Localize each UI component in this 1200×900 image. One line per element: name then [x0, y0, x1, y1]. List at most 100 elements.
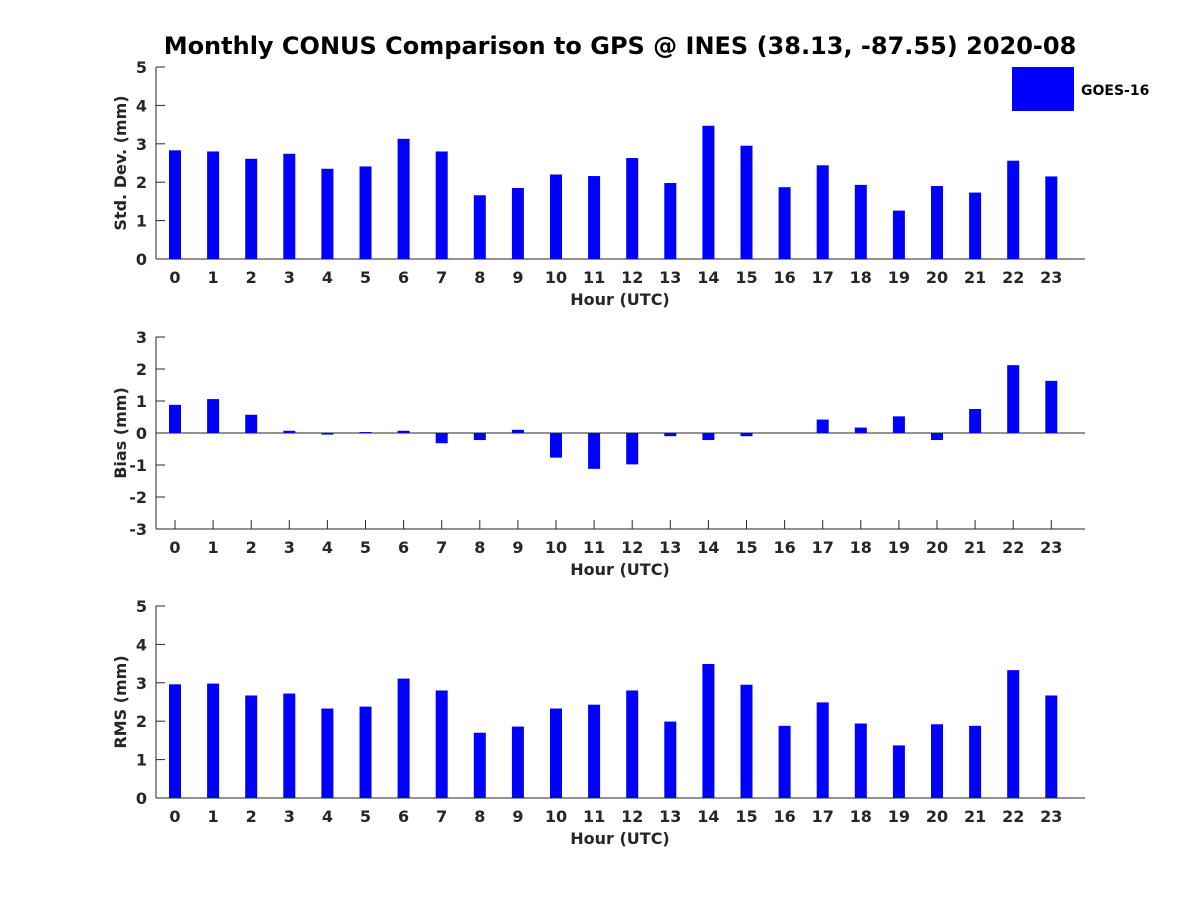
- x-tick-label: 11: [583, 268, 605, 287]
- bar: [283, 430, 296, 433]
- bar: [169, 404, 181, 433]
- y-tick-label: 1: [136, 751, 147, 770]
- x-tick-label: 7: [436, 807, 447, 826]
- bar: [359, 706, 372, 798]
- x-tick-label: 20: [926, 807, 948, 826]
- y-tick-label: -3: [129, 520, 147, 539]
- bar: [397, 678, 410, 798]
- bar: [816, 702, 829, 798]
- x-tick-label: 22: [1002, 538, 1024, 557]
- x-tick-label: 16: [773, 538, 795, 557]
- x-tick-label: 1: [208, 538, 219, 557]
- y-tick-label: 1: [136, 212, 147, 231]
- x-tick-label: 14: [697, 538, 719, 557]
- x-tick-label: 20: [926, 538, 948, 557]
- x-tick-label: 13: [659, 538, 681, 557]
- bar: [283, 693, 296, 798]
- x-axis-label: Hour (UTC): [570, 829, 670, 848]
- x-tick-label: 15: [735, 268, 757, 287]
- bar: [778, 187, 791, 259]
- chart-title: Monthly CONUS Comparison to GPS @ INES (…: [164, 32, 1077, 60]
- bar: [397, 138, 410, 259]
- y-axis-label: Std. Dev. (mm): [111, 95, 130, 230]
- bar: [740, 684, 753, 798]
- y-tick-label: 4: [136, 96, 147, 115]
- x-tick-label: 1: [208, 268, 219, 287]
- bar: [245, 158, 258, 259]
- x-tick-label: 3: [284, 807, 295, 826]
- bar: [702, 433, 715, 441]
- bar: [207, 683, 220, 798]
- y-tick-label: 1: [136, 392, 147, 411]
- x-tick-label: 19: [888, 268, 910, 287]
- x-tick-label: 10: [545, 268, 567, 287]
- x-tick-label: 17: [812, 807, 834, 826]
- bar: [397, 430, 410, 433]
- x-tick-label: 21: [964, 538, 986, 557]
- bar: [321, 708, 334, 798]
- bar: [207, 399, 220, 433]
- bar: [283, 153, 296, 259]
- bar: [321, 433, 334, 435]
- bar: [854, 723, 867, 798]
- bar: [892, 210, 905, 259]
- x-tick-label: 3: [284, 268, 295, 287]
- x-tick-label: 6: [398, 807, 409, 826]
- bar: [435, 433, 448, 444]
- x-tick-label: 11: [583, 538, 605, 557]
- bar: [588, 433, 601, 469]
- bar: [626, 433, 639, 465]
- x-tick-label: 10: [545, 807, 567, 826]
- bar: [664, 721, 677, 798]
- x-tick-label: 15: [735, 538, 757, 557]
- bar: [892, 745, 905, 798]
- y-tick-label: 5: [136, 58, 147, 77]
- x-tick-label: 18: [850, 268, 872, 287]
- bar: [1007, 670, 1020, 798]
- x-tick-label: 19: [888, 538, 910, 557]
- bar: [778, 725, 791, 798]
- bar: [1045, 176, 1058, 259]
- x-tick-label: 13: [659, 268, 681, 287]
- bar: [854, 427, 867, 433]
- bar: [664, 182, 677, 259]
- x-tick-label: 23: [1040, 268, 1062, 287]
- x-axis-label: Hour (UTC): [570, 560, 670, 579]
- bar: [321, 168, 334, 259]
- bar: [435, 151, 448, 259]
- x-tick-label: 4: [322, 268, 333, 287]
- legend-label: GOES-16: [1081, 83, 1149, 99]
- bar: [931, 186, 943, 259]
- bar: [511, 726, 524, 798]
- y-tick-label: -2: [129, 488, 147, 507]
- x-tick-label: 18: [850, 538, 872, 557]
- y-tick-label: 2: [136, 712, 147, 731]
- x-tick-label: 23: [1040, 538, 1062, 557]
- x-tick-label: 9: [512, 807, 523, 826]
- bar: [626, 158, 639, 259]
- bar: [169, 684, 181, 798]
- bar: [854, 184, 867, 259]
- bar: [969, 192, 982, 259]
- x-tick-label: 11: [583, 807, 605, 826]
- bar: [740, 433, 753, 437]
- x-tick-label: 12: [621, 807, 643, 826]
- x-tick-label: 22: [1002, 268, 1024, 287]
- y-tick-label: 3: [136, 135, 147, 154]
- x-tick-label: 7: [436, 268, 447, 287]
- x-tick-label: 18: [850, 807, 872, 826]
- bar: [892, 416, 905, 433]
- legend: GOES-16: [1012, 67, 1149, 111]
- y-axis-label: RMS (mm): [111, 655, 130, 748]
- y-tick-label: 0: [136, 250, 147, 269]
- x-tick-label: 22: [1002, 807, 1024, 826]
- y-axis-label: Bias (mm): [111, 387, 130, 479]
- bar: [588, 176, 601, 259]
- bar: [740, 145, 753, 259]
- x-tick-label: 9: [512, 268, 523, 287]
- bar: [435, 690, 448, 798]
- y-tick-label: 3: [136, 328, 147, 347]
- x-tick-label: 5: [360, 807, 371, 826]
